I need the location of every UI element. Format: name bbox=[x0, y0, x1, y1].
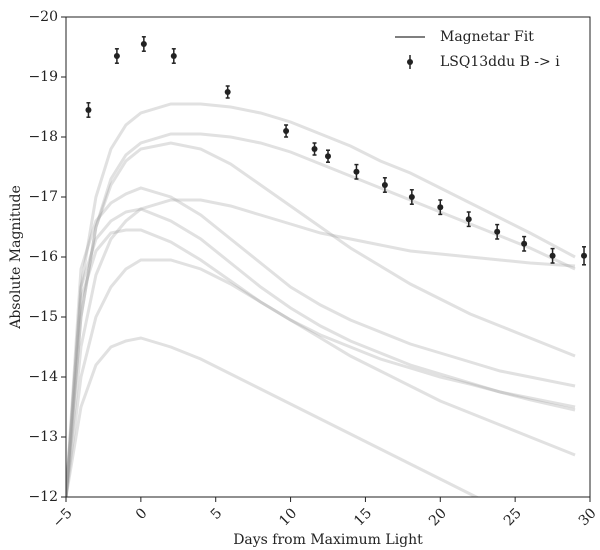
data-point bbox=[325, 153, 331, 160]
x-tick-label: 10 bbox=[276, 505, 300, 529]
y-tick-label: −16 bbox=[28, 249, 58, 265]
y-tick-label: −12 bbox=[28, 489, 58, 505]
x-tick-label: 25 bbox=[501, 505, 525, 529]
data-point bbox=[353, 168, 360, 175]
x-tick-label: −5 bbox=[50, 505, 76, 531]
x-tick-label: 20 bbox=[426, 505, 450, 529]
y-tick-label: −17 bbox=[28, 189, 58, 205]
data-point bbox=[85, 107, 92, 113]
fit-curve bbox=[66, 207, 576, 497]
plot-area bbox=[66, 36, 588, 497]
axes-frame bbox=[65, 16, 591, 498]
fit-curve bbox=[66, 258, 576, 497]
data-point bbox=[581, 252, 588, 259]
data-point bbox=[381, 182, 388, 188]
x-tick-label: 5 bbox=[208, 505, 226, 523]
fit-curve bbox=[66, 198, 576, 497]
legend-label: Magnetar Fit bbox=[440, 29, 534, 45]
data-point bbox=[170, 53, 177, 59]
fit-curve bbox=[66, 228, 576, 497]
fit-curve bbox=[66, 336, 480, 497]
x-tick-label: 30 bbox=[576, 505, 600, 529]
data-point bbox=[140, 41, 147, 47]
x-tick-label: 15 bbox=[351, 505, 375, 529]
data-point bbox=[549, 252, 556, 259]
data-point bbox=[521, 240, 528, 247]
y-tick-label: −20 bbox=[28, 9, 58, 25]
data-point bbox=[465, 216, 472, 223]
y-tick-label: −19 bbox=[28, 69, 58, 85]
data-point bbox=[113, 53, 120, 59]
y-axis-label: Absolute Magnitude bbox=[8, 185, 24, 330]
y-tick-label: −15 bbox=[28, 309, 58, 325]
y-tick-label: −18 bbox=[28, 129, 58, 145]
fit-curve bbox=[66, 102, 576, 497]
legend: Magnetar Fit LSQ13ddu B -> i bbox=[395, 29, 560, 70]
fit-curve bbox=[66, 141, 576, 497]
x-axis-label: Days from Maximum Light bbox=[233, 532, 423, 548]
data-point bbox=[311, 146, 318, 152]
legend-marker bbox=[407, 59, 413, 65]
x-tick-label: 0 bbox=[133, 505, 151, 523]
data-point bbox=[224, 89, 231, 95]
data-point bbox=[494, 228, 501, 235]
y-tick-label: −13 bbox=[28, 429, 58, 445]
legend-label: LSQ13ddu B -> i bbox=[440, 54, 560, 70]
y-tick-label: −14 bbox=[28, 369, 58, 385]
fit-curve bbox=[66, 186, 576, 497]
data-point bbox=[408, 194, 415, 200]
fit-curve bbox=[66, 132, 576, 497]
data-point bbox=[437, 204, 444, 211]
data-point bbox=[283, 128, 290, 134]
